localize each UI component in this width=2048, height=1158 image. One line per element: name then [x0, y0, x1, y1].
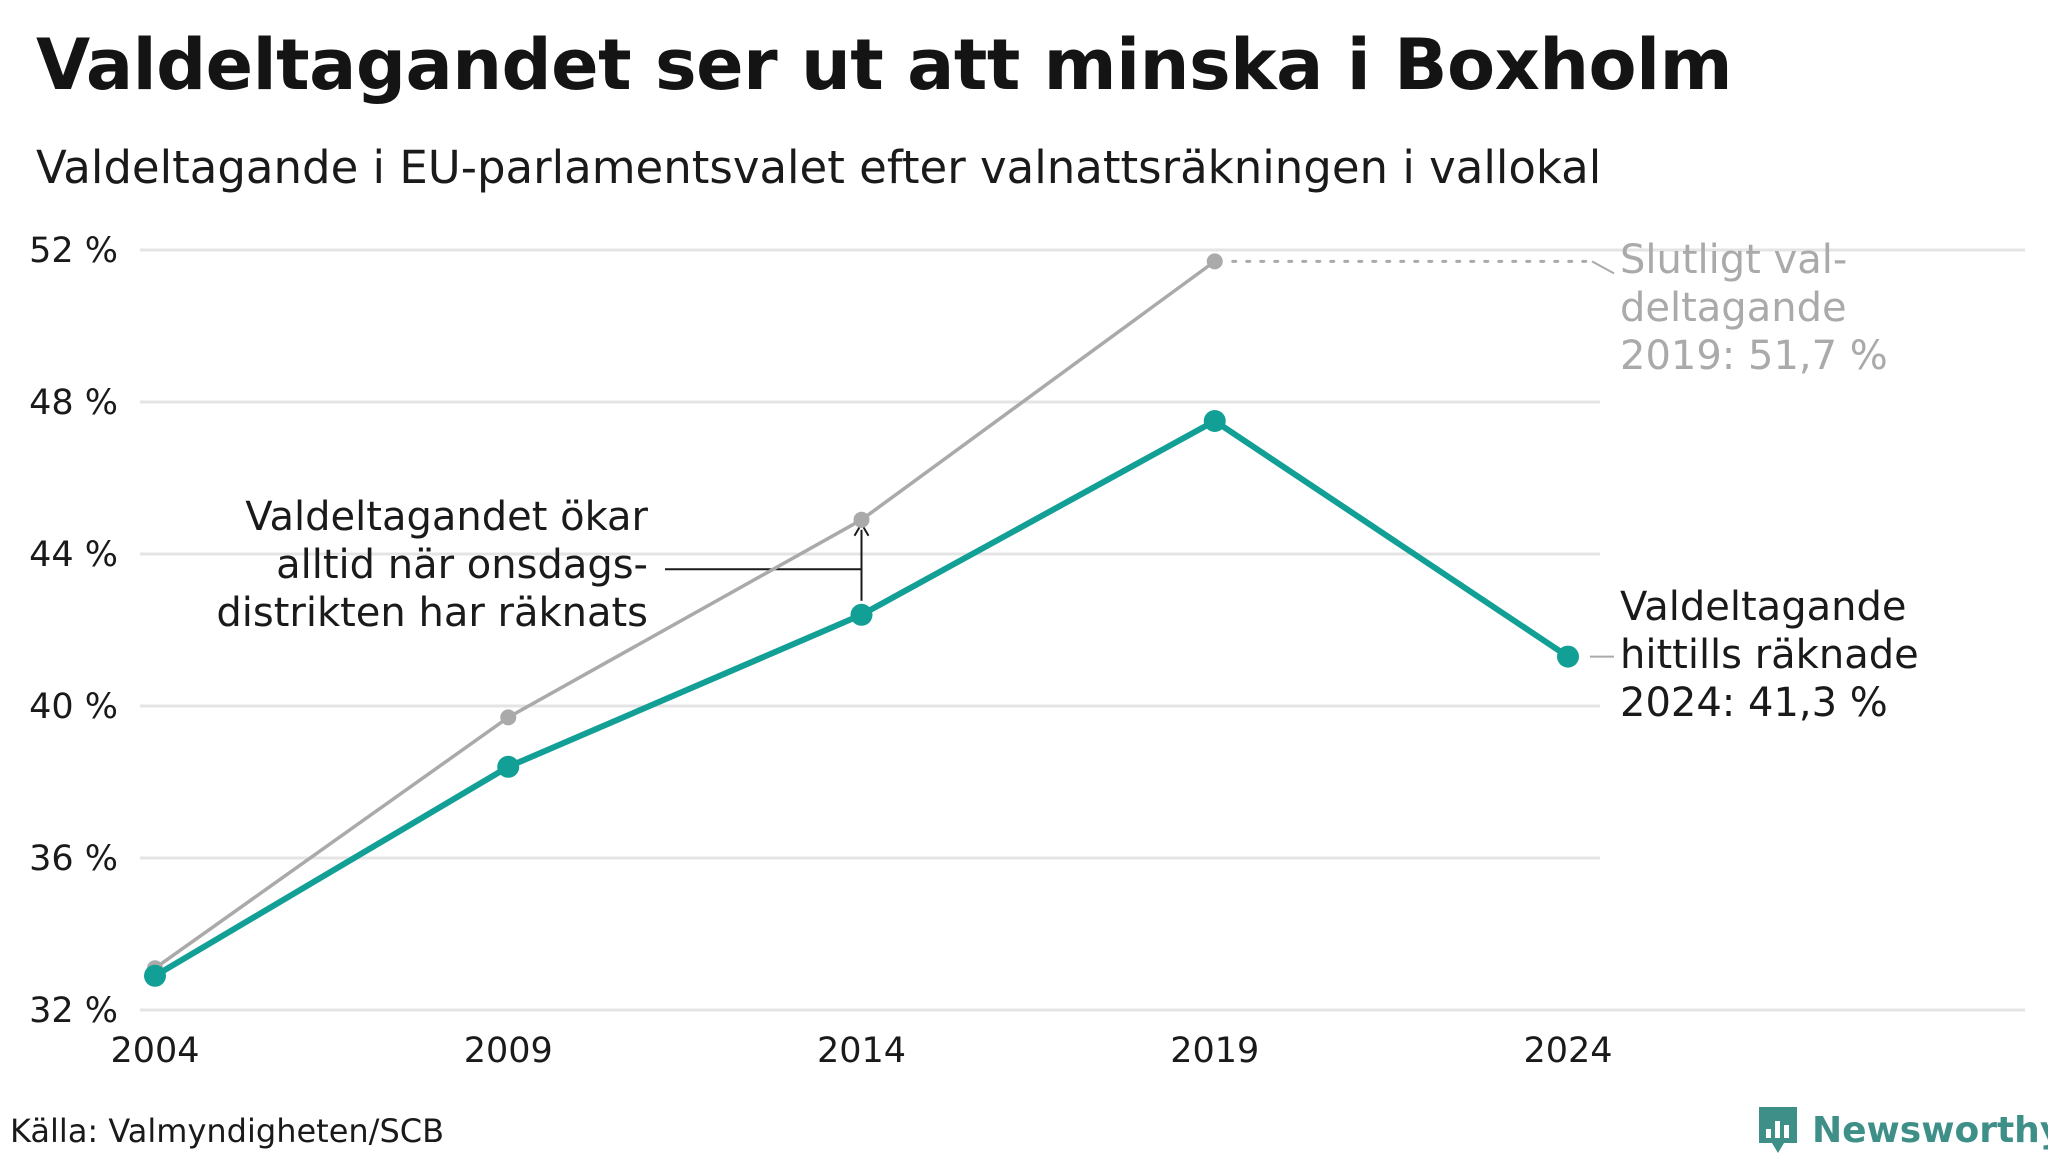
increase-note: Valdeltagandet ökar alltid när onsdags-di… — [216, 494, 648, 636]
final-value-label-line: deltagande — [1620, 285, 1847, 331]
y-tick-label: 40 % — [29, 687, 118, 727]
series — [144, 253, 1579, 987]
y-axis-ticks: 32 % 36 % 40 % 44 % 48 % 52 % — [29, 231, 118, 1031]
final-turnout-point — [500, 709, 517, 726]
final-turnout-line — [153, 259, 1217, 970]
brand-name: Newsworthy — [1812, 1109, 2048, 1151]
annotations: Slutligt val-deltagande 2019: 51,7 % Valde… — [216, 237, 1918, 726]
y-tick-label: 52 % — [29, 231, 118, 271]
current-value-label-line: Valdeltagande — [1620, 584, 1906, 630]
final-value-label-line: 2019: 51,7 % — [1620, 333, 1888, 379]
y-tick-label: 32 % — [29, 991, 118, 1031]
brand-logo[interactable]: Newsworthy — [1756, 1102, 2048, 1158]
current-value-label-line: 2024: 41,3 % — [1620, 680, 1888, 726]
final-turnout-point — [853, 511, 870, 528]
y-tick-label: 44 % — [29, 535, 118, 575]
chart-title: Valdeltagandet ser ut att minska i Boxho… — [36, 24, 1733, 106]
x-tick-label: 2024 — [1523, 1031, 1612, 1071]
current-value-label: Valdeltagande hittills räknade 2024: 41,3 … — [1620, 584, 1919, 726]
grid-lines — [140, 248, 2025, 1012]
final-value-label-line: Slutligt val- — [1620, 237, 1847, 283]
chart-subtitle: Valdeltagande i EU-parlamentsvalet efter… — [36, 141, 1602, 194]
election-night-turnout-point — [1557, 645, 1579, 668]
source-credit: Källa: Valmyndigheten/SCB — [10, 1112, 445, 1150]
election-night-turnout-point — [144, 964, 166, 987]
x-tick-label: 2019 — [1170, 1031, 1259, 1071]
x-axis-ticks: 2004 2009 2014 2019 2024 — [110, 1031, 1612, 1071]
x-tick-label: 2014 — [817, 1031, 906, 1071]
increase-note-line: alltid när onsdags- — [276, 542, 648, 588]
x-tick-label: 2004 — [110, 1031, 199, 1071]
election-night-turnout-point — [850, 603, 873, 626]
final-turnout-point — [1206, 253, 1223, 270]
increase-note-line: distrikten har räknats — [216, 590, 648, 636]
increase-note-line: Valdeltagandet ökar — [245, 494, 648, 540]
election-night-turnout-point — [497, 755, 520, 778]
final-value-label: Slutligt val-deltagande 2019: 51,7 % — [1620, 237, 1888, 379]
final-label-connector — [1591, 260, 1615, 275]
newsworthy-logo-icon — [1759, 1107, 1797, 1153]
election-night-turnout-point — [1203, 410, 1226, 432]
current-value-label-line: hittills räknade — [1620, 632, 1919, 678]
x-tick-label: 2009 — [464, 1031, 553, 1071]
y-tick-label: 48 % — [29, 383, 118, 423]
y-tick-label: 36 % — [29, 839, 118, 879]
